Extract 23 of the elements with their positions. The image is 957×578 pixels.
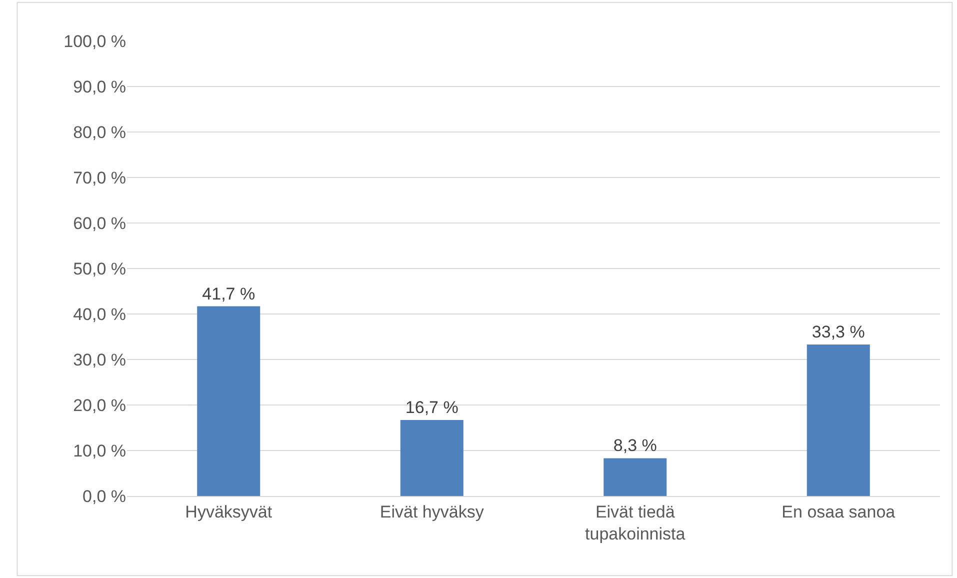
y-tick-label: 70,0 % [73,168,126,188]
y-tick-label: 40,0 % [73,304,126,324]
bar [197,306,260,496]
data-label: 33,3 % [812,322,865,342]
y-tick-label: 100,0 % [64,32,126,51]
y-tick-label: 80,0 % [73,122,126,142]
bar [806,344,870,496]
bar [604,458,667,496]
bar [400,420,464,496]
data-label: 8,3 % [613,436,657,456]
x-tick-label: Eivät tiedä tupakoinnista [585,502,686,544]
x-tick-label: En osaa sanoa [782,502,896,522]
y-tick-label: 90,0 % [73,77,126,96]
x-tick-label: Hyväksyvät [185,502,272,522]
y-tick-label: 60,0 % [73,214,126,233]
y-tick-label: 50,0 % [73,259,126,278]
y-tick-label: 20,0 % [73,396,126,415]
data-label: 41,7 % [202,284,256,304]
y-tick-label: 10,0 % [73,441,126,460]
data-label: 16,7 % [405,398,458,418]
x-tick-label: Eivät hyväksy [380,502,484,522]
y-tick-label: 0,0 % [82,486,126,506]
y-tick-label: 30,0 % [73,350,126,370]
